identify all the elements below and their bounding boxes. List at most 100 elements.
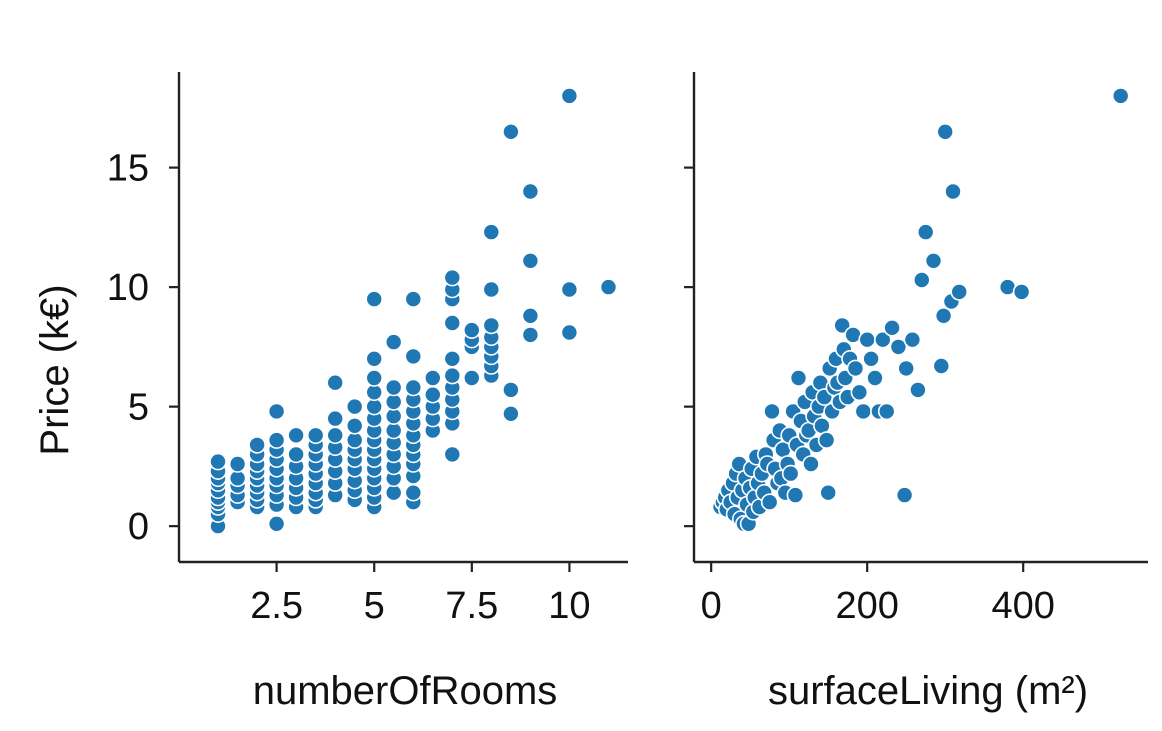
points-surface — [711, 87, 1130, 533]
data-point — [384, 333, 403, 351]
data-point — [462, 369, 481, 387]
data-point — [760, 493, 779, 512]
data-point — [423, 369, 442, 387]
data-point — [846, 359, 865, 378]
data-point — [521, 326, 540, 344]
data-point — [404, 290, 423, 308]
data-point — [443, 314, 462, 332]
data-point — [423, 385, 442, 404]
y-tick-label: 15 — [107, 148, 149, 190]
data-point — [326, 426, 345, 445]
data-point — [889, 338, 908, 356]
data-point — [763, 402, 781, 421]
data-point — [521, 182, 540, 201]
x-axis-label-surface: surfaceLiving (m²) — [768, 669, 1088, 713]
data-point — [443, 268, 462, 287]
y-tick-label: 0 — [128, 506, 149, 548]
data-point — [326, 409, 345, 428]
data-point — [924, 251, 943, 270]
data-point — [209, 452, 227, 471]
data-point — [365, 349, 384, 368]
x-tick-label: 7.5 — [445, 585, 498, 627]
data-point — [404, 378, 423, 397]
data-point — [384, 483, 403, 502]
data-point — [502, 381, 520, 399]
data-point — [521, 251, 540, 270]
data-point — [862, 349, 880, 368]
data-point — [819, 483, 838, 502]
scatter-panel-rooms: 0 5 10 15 2.5 5 7.5 10 numberOfRooms — [107, 72, 628, 713]
x-ticks-rooms: 2.5 5 7.5 10 — [250, 562, 591, 627]
y-tick-label: 10 — [107, 267, 149, 309]
data-point — [873, 330, 892, 349]
data-point — [858, 330, 877, 349]
data-point — [903, 330, 922, 349]
data-point — [560, 280, 579, 299]
data-point — [916, 223, 935, 241]
data-point — [912, 271, 931, 289]
y-ticks-surface — [684, 166, 694, 528]
data-point — [786, 486, 805, 504]
axes-surface — [692, 72, 1148, 564]
data-point — [267, 514, 286, 533]
data-point — [895, 486, 914, 504]
x-tick-label: 200 — [835, 585, 898, 627]
data-point — [1111, 87, 1130, 105]
data-point — [944, 182, 962, 201]
data-point — [599, 278, 618, 296]
data-point — [306, 426, 325, 445]
x-axis-label-rooms: numberOfRooms — [253, 669, 558, 713]
data-point — [365, 369, 384, 387]
x-ticks-surface: 0 200 400 — [701, 562, 1055, 627]
data-point — [833, 316, 852, 335]
data-point — [866, 369, 884, 387]
data-point — [365, 290, 384, 308]
x-tick-label: 400 — [991, 585, 1054, 627]
x-tick-label: 2.5 — [250, 585, 303, 627]
data-point — [248, 436, 266, 454]
data-point — [883, 318, 901, 337]
data-point — [443, 349, 462, 368]
data-point — [789, 369, 808, 387]
y-axis-label: Price (k€) — [33, 284, 77, 455]
data-point — [462, 321, 481, 339]
data-point — [877, 402, 896, 421]
x-tick-label: 5 — [364, 585, 385, 627]
data-point — [228, 455, 247, 473]
data-point — [267, 431, 286, 449]
data-point — [850, 383, 869, 402]
data-point — [802, 455, 820, 473]
scatter-panel-surface: 0 200 400 surfaceLiving (m²) — [684, 72, 1148, 713]
data-point — [404, 347, 423, 366]
data-point — [443, 366, 462, 385]
data-point — [1012, 283, 1031, 301]
x-tick-label: 10 — [548, 585, 590, 627]
y-ticks-rooms: 0 5 10 15 — [107, 148, 179, 548]
x-tick-label: 0 — [701, 585, 722, 627]
data-point — [384, 378, 403, 397]
data-point — [404, 483, 423, 502]
data-point — [267, 402, 286, 421]
data-point — [521, 306, 540, 325]
data-point — [502, 404, 520, 423]
data-point — [345, 397, 364, 416]
data-point — [560, 323, 579, 342]
data-point — [854, 402, 873, 421]
data-point — [482, 280, 501, 299]
data-point — [326, 373, 345, 392]
data-point — [287, 445, 305, 464]
axes-rooms — [177, 72, 628, 564]
points-rooms — [209, 87, 618, 535]
data-point — [482, 316, 501, 335]
data-point — [897, 359, 916, 378]
y-tick-label: 5 — [128, 387, 149, 429]
data-point — [345, 416, 364, 435]
data-point — [909, 381, 927, 399]
data-point — [482, 223, 501, 241]
data-point — [817, 431, 836, 449]
data-point — [936, 123, 955, 141]
data-point — [950, 283, 969, 301]
data-point — [934, 306, 953, 325]
data-point — [287, 426, 305, 445]
